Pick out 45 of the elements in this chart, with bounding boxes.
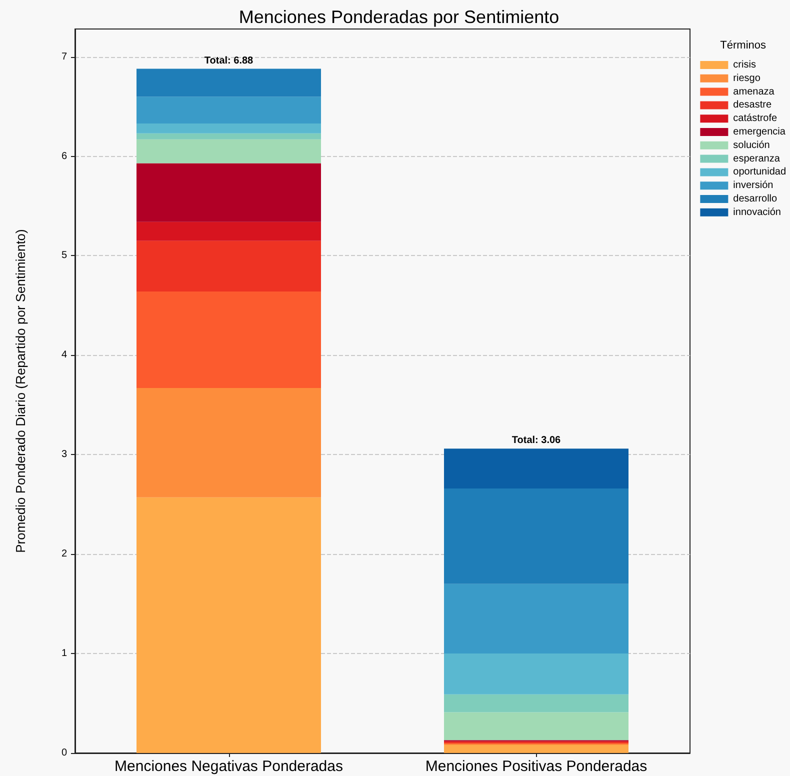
bar [136, 222, 321, 241]
bar [136, 497, 321, 753]
bar [136, 123, 321, 134]
y-tick-label: 6 [61, 150, 68, 162]
bar [444, 488, 628, 584]
bar [136, 388, 321, 498]
x-tick-label: Menciones Positivas Ponderadas [425, 758, 648, 775]
legend-label: crisis [733, 60, 756, 70]
y-tick-label: 5 [61, 250, 68, 262]
legend-label: riesgo [733, 72, 761, 84]
bar [136, 68, 321, 97]
total-label: Total: 3.06 [512, 435, 562, 446]
legend-label: esperanza [733, 153, 780, 164]
y-tick-label: 4 [61, 350, 68, 361]
bar [444, 654, 628, 694]
legend-label: emergencia [733, 126, 786, 138]
legend-label: desarrollo [733, 194, 778, 204]
bar [444, 712, 628, 740]
bar [136, 96, 321, 124]
y-tick-label: 2 [61, 548, 68, 560]
y-axis-title: Promedio Ponderado Diario (Repartido por Sentimiento) [13, 229, 28, 553]
y-tick-label: 7 [61, 51, 68, 62]
legend-label: catástrofe [733, 113, 778, 124]
bar [444, 584, 628, 654]
chart-title: Menciones Ponderadas por Sentimiento [238, 7, 560, 27]
legend-label: amenaza [733, 86, 775, 98]
legend-title: Términos [720, 40, 766, 52]
bar [136, 139, 321, 164]
bar [136, 240, 321, 292]
legend-label: innovación [733, 206, 781, 218]
legend-label: inversión [733, 180, 774, 192]
y-tick-label: 0 [61, 748, 68, 758]
bar [136, 163, 321, 222]
bar [444, 448, 628, 488]
y-tick-label: 1 [61, 648, 68, 660]
y-tick-label: 3 [61, 449, 68, 460]
bar [136, 292, 321, 388]
legend-label: oportunidad [733, 166, 786, 178]
x-tick-label: Menciones Negativas Ponderadas [114, 758, 343, 775]
bar [444, 694, 628, 712]
bar [444, 745, 628, 753]
bar [136, 133, 321, 140]
legend-label: desastre [733, 100, 772, 111]
total-label: Total: 6.88 [204, 55, 254, 66]
legend-label: solución [733, 140, 770, 151]
